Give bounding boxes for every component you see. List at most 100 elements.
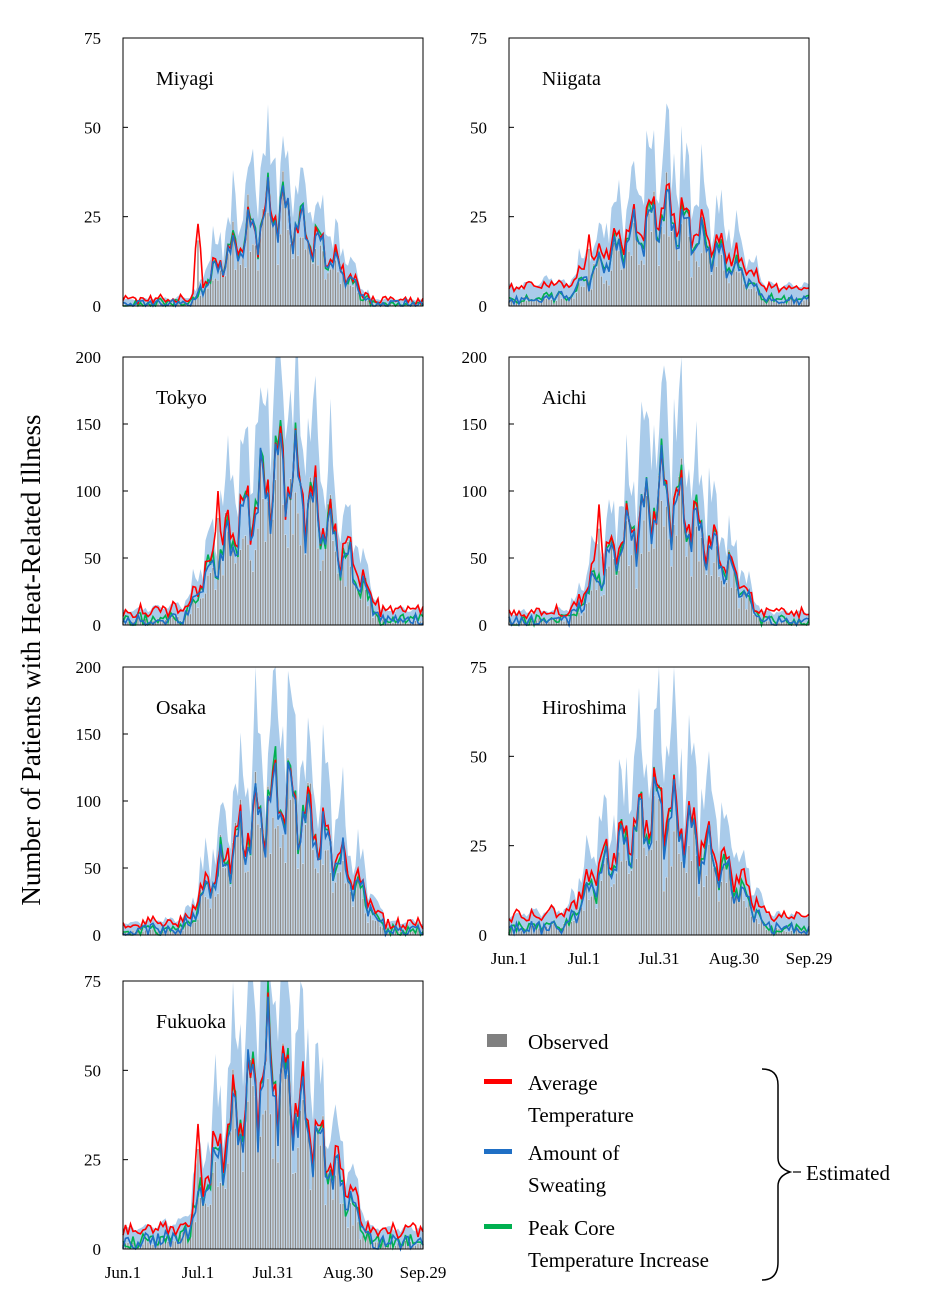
observed-bar bbox=[655, 840, 658, 936]
observed-bar bbox=[341, 860, 344, 936]
observed-bar bbox=[351, 906, 354, 936]
observed-bar bbox=[344, 1213, 347, 1250]
observed-bar bbox=[637, 805, 640, 936]
observed-bar bbox=[722, 586, 725, 626]
observed-bar bbox=[219, 1182, 222, 1250]
observed-bar bbox=[199, 598, 202, 626]
observed-bar bbox=[316, 265, 319, 307]
observed-bar bbox=[229, 886, 232, 936]
observed-bar bbox=[204, 593, 207, 626]
y-axis-label: Number of Patients with Heat-Related Ill… bbox=[16, 414, 46, 905]
observed-bar bbox=[685, 556, 688, 626]
observed-bar bbox=[346, 1227, 349, 1250]
observed-bar bbox=[276, 264, 279, 307]
observed-bar bbox=[211, 280, 214, 307]
observed-bar bbox=[600, 880, 603, 936]
observed-bar bbox=[226, 253, 229, 307]
observed-bar bbox=[682, 217, 685, 307]
observed-bar bbox=[419, 1243, 422, 1250]
observed-bar bbox=[642, 519, 645, 626]
observed-bar bbox=[600, 595, 603, 626]
legend-item: Observed bbox=[487, 1030, 609, 1054]
y-tick-label: 150 bbox=[76, 725, 102, 744]
observed-bar bbox=[279, 234, 282, 307]
observed-bar bbox=[612, 883, 615, 936]
observed-bar bbox=[612, 242, 615, 307]
observed-bar bbox=[727, 282, 730, 307]
observed-bar bbox=[580, 286, 583, 307]
observed-bar bbox=[334, 882, 337, 936]
legend-swatch-observed bbox=[487, 1034, 507, 1047]
observed-bar bbox=[144, 929, 147, 936]
observed-bar bbox=[670, 566, 673, 626]
observed-bar bbox=[344, 882, 347, 936]
observed-bar bbox=[670, 866, 673, 936]
observed-bar bbox=[585, 603, 588, 626]
observed-bar bbox=[221, 275, 224, 307]
observed-bar bbox=[416, 1243, 419, 1250]
observed-bar bbox=[351, 1225, 354, 1250]
observed-bar bbox=[715, 545, 718, 626]
y-tick-label: 25 bbox=[470, 837, 487, 856]
observed-bar bbox=[316, 1127, 319, 1250]
observed-bar bbox=[369, 914, 372, 936]
prediction-band bbox=[123, 104, 423, 306]
observed-bar bbox=[675, 811, 678, 936]
observed-bar bbox=[356, 1221, 359, 1250]
observed-bar bbox=[670, 231, 673, 307]
y-tick-label: 0 bbox=[93, 297, 102, 316]
observed-bar bbox=[610, 886, 613, 936]
observed-bar bbox=[647, 213, 650, 307]
observed-bar bbox=[259, 827, 262, 936]
observed-bar bbox=[359, 887, 362, 936]
observed-bar bbox=[199, 1197, 202, 1250]
observed-bar bbox=[211, 567, 214, 626]
observed-bar bbox=[276, 1162, 279, 1250]
observed-bar bbox=[351, 286, 354, 307]
observed-bar bbox=[617, 570, 620, 626]
observed-bar bbox=[331, 892, 334, 936]
observed-bar bbox=[226, 530, 229, 626]
series-line-amount-of-sweating bbox=[508, 444, 810, 629]
observed-bar bbox=[201, 597, 204, 626]
observed-bar bbox=[762, 924, 765, 936]
observed-bar bbox=[655, 511, 658, 626]
observed-bar bbox=[271, 1158, 274, 1250]
observed-bar bbox=[657, 798, 660, 936]
observed-bar bbox=[291, 258, 294, 307]
panel-title: Niigata bbox=[542, 68, 601, 90]
observed-bar bbox=[349, 1202, 352, 1250]
observed-bar bbox=[246, 871, 249, 936]
legend-swatch bbox=[484, 1224, 512, 1229]
panel-title: Osaka bbox=[156, 697, 206, 719]
observed-bar bbox=[344, 586, 347, 626]
observed-bar bbox=[296, 1147, 299, 1250]
observed-bar bbox=[757, 923, 760, 936]
observed-bar bbox=[717, 576, 720, 626]
observed-bar bbox=[572, 298, 575, 307]
observed-bar bbox=[244, 535, 247, 626]
observed-bar bbox=[311, 263, 314, 307]
observed-bar bbox=[151, 1244, 154, 1250]
observed-bar bbox=[607, 873, 610, 936]
y-tick-label: 75 bbox=[84, 29, 101, 48]
observed-bar bbox=[221, 574, 224, 626]
observed-bar bbox=[244, 872, 247, 936]
observed-bar bbox=[374, 920, 377, 936]
observed-bar bbox=[246, 544, 249, 626]
observed-bar bbox=[196, 919, 199, 936]
legend-label: Average bbox=[528, 1071, 598, 1095]
observed-bar bbox=[339, 574, 342, 626]
observed-bar bbox=[181, 930, 184, 936]
observed-bar bbox=[209, 280, 212, 307]
observed-bar bbox=[296, 255, 299, 307]
observed-bar bbox=[334, 551, 337, 626]
observed-bar bbox=[249, 855, 252, 936]
y-tick-label: 50 bbox=[470, 747, 487, 766]
panel-title: Miyagi bbox=[156, 68, 214, 90]
observed-bar bbox=[742, 593, 745, 626]
observed-bar bbox=[269, 1113, 272, 1250]
y-tick-label: 200 bbox=[462, 348, 488, 367]
observed-bar bbox=[244, 267, 247, 307]
